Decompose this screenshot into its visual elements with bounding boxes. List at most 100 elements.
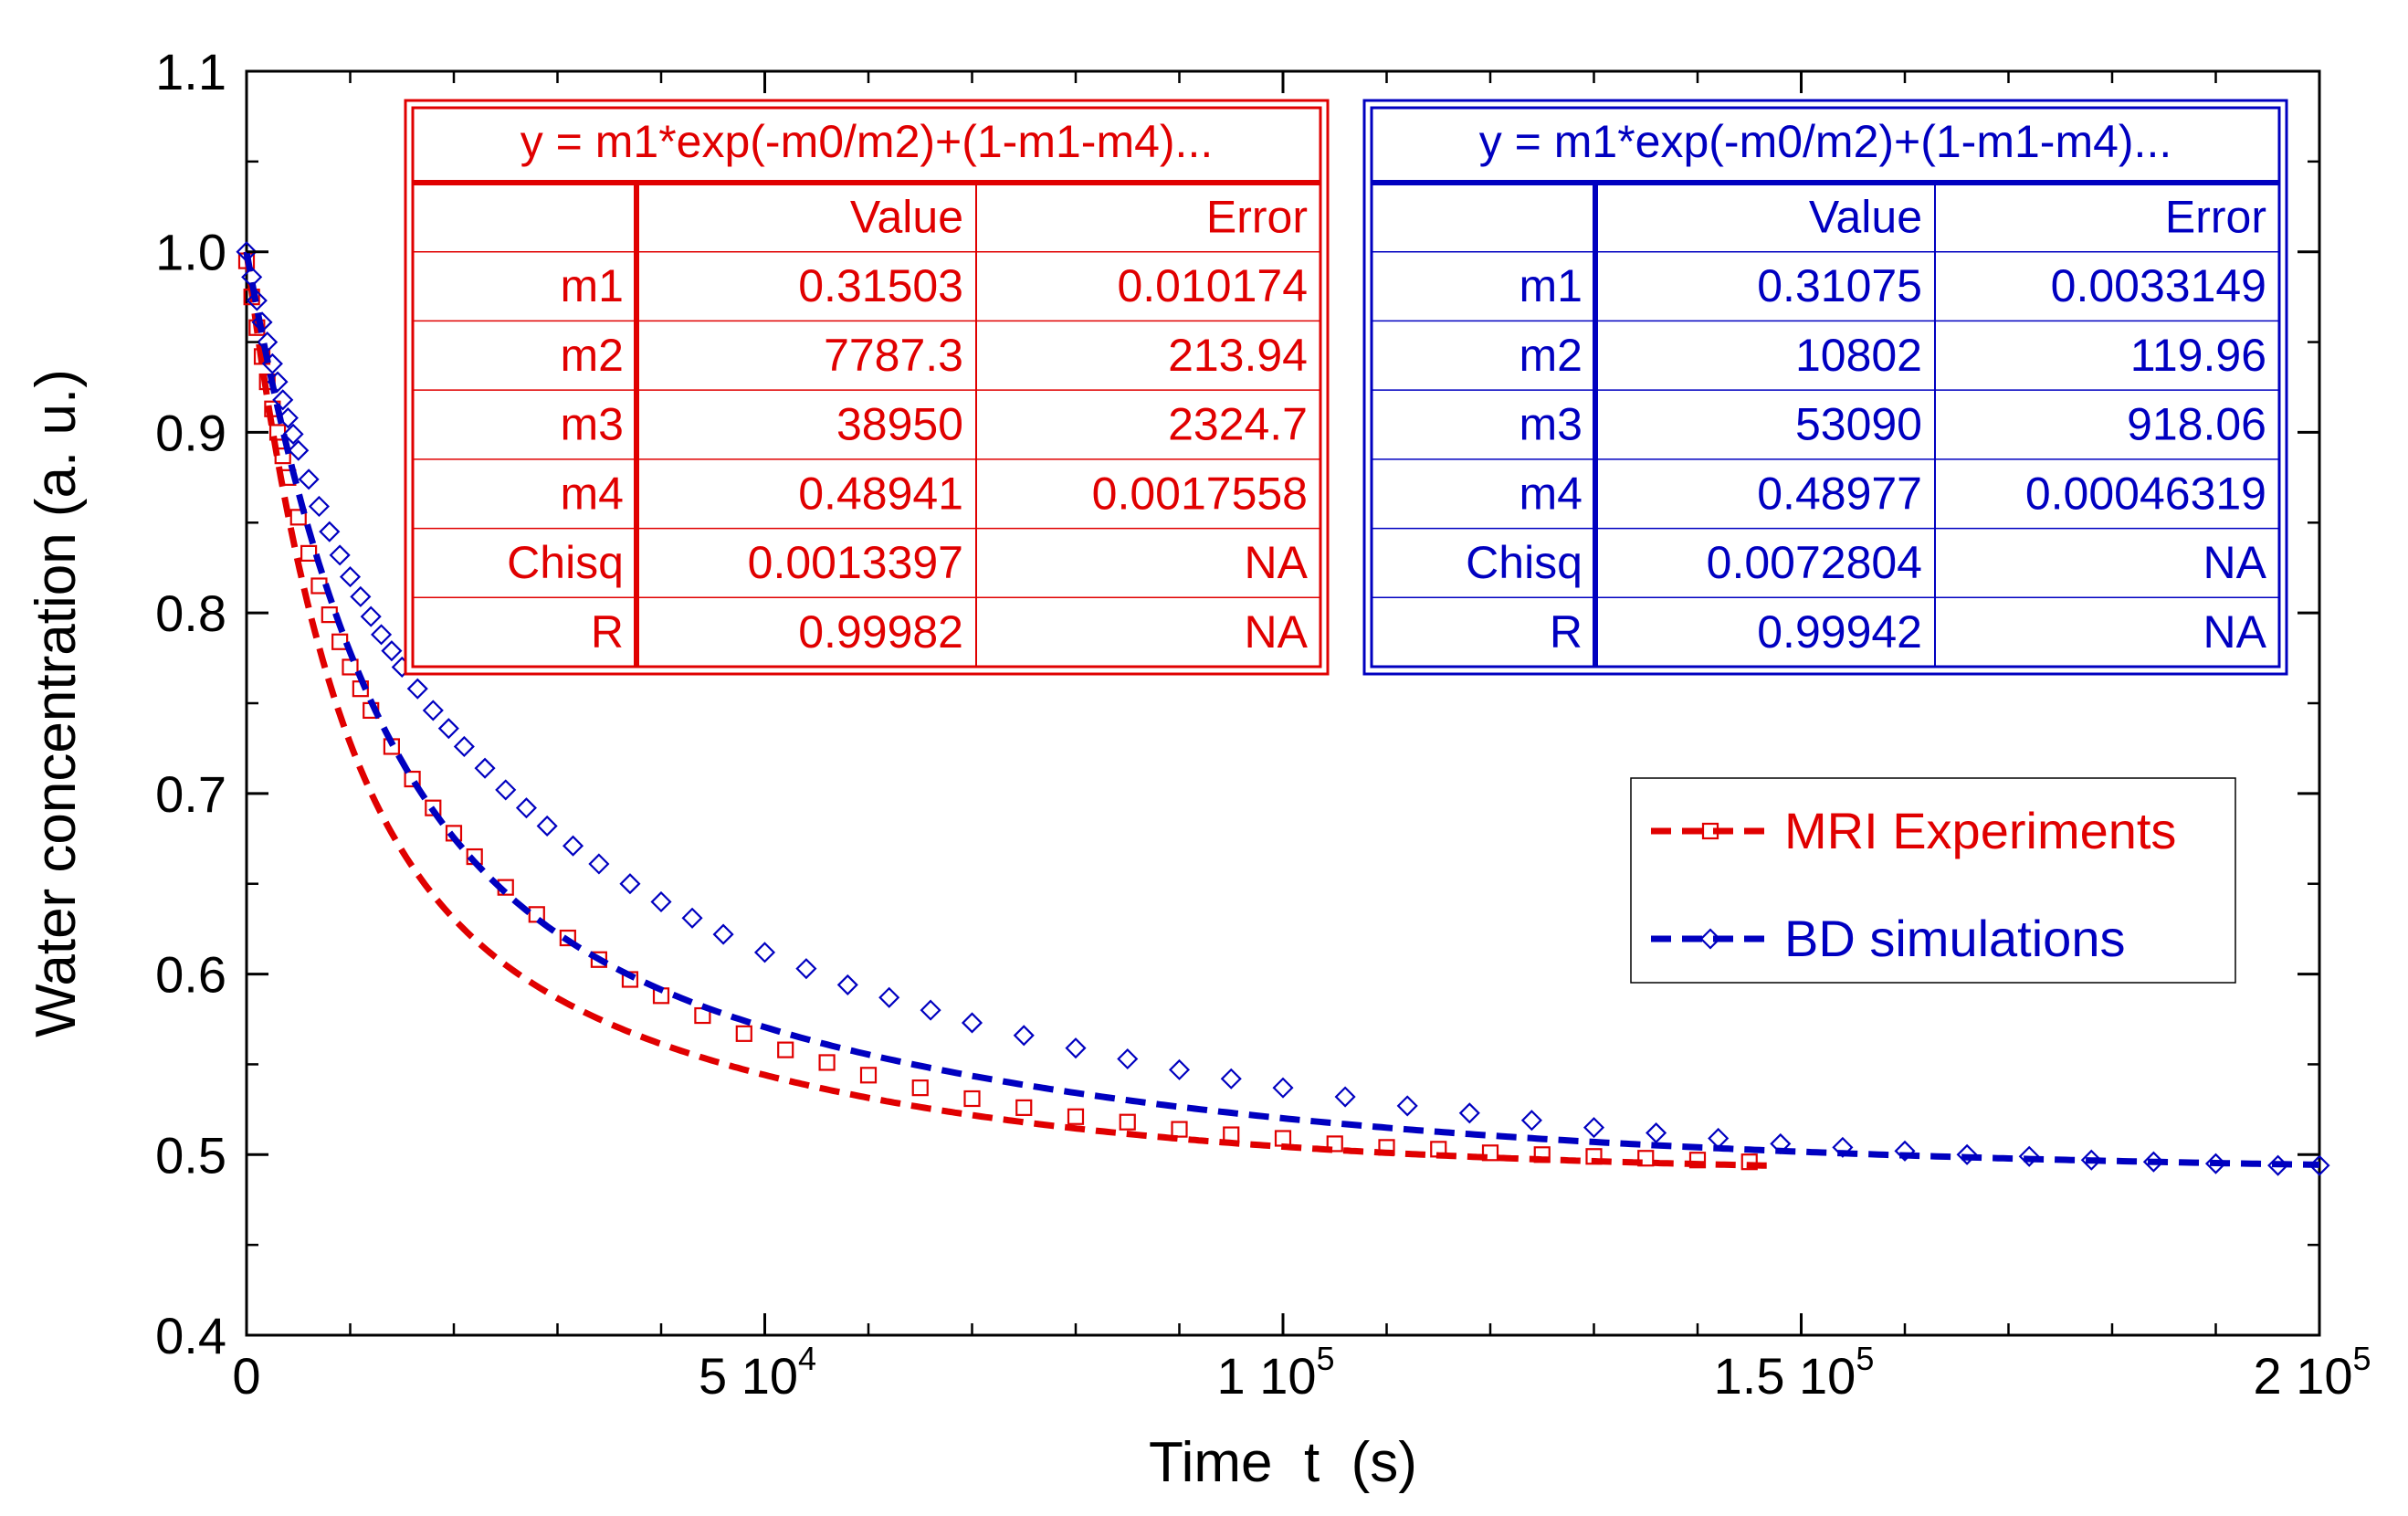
- table-outer-border: [1362, 99, 2288, 676]
- fit-tables: y = m1*exp(-m0/m2)+(1-m1-m4)... Value Erro…: [404, 99, 2288, 676]
- diamond-marker: [878, 986, 900, 1008]
- y-tick-label: 0.5: [155, 1126, 226, 1184]
- diamond-marker: [753, 942, 776, 963]
- diamond-marker: [920, 999, 941, 1021]
- table-cell: NA: [2203, 606, 2267, 658]
- table-inner-border: [1370, 106, 2281, 669]
- diamond-marker: [650, 890, 672, 913]
- diamond-marker: [298, 468, 320, 490]
- table-cell: NA: [1245, 537, 1309, 588]
- x-tick-exponent: 4: [798, 1340, 816, 1377]
- diamond-marker: [1013, 1025, 1035, 1047]
- y-tick-label: 1.0: [155, 224, 226, 281]
- square-marker: [1533, 1146, 1551, 1163]
- diamond-marker: [836, 974, 858, 995]
- diamond-marker: [453, 735, 475, 758]
- x-tick-exponent: 5: [1856, 1340, 1874, 1377]
- diamond-marker: [1894, 1140, 1916, 1162]
- square-marker: [1274, 1130, 1292, 1147]
- square-marker: [1119, 1113, 1136, 1131]
- square-marker: [1067, 1108, 1085, 1125]
- diamond-marker: [562, 835, 584, 857]
- square-marker: [1481, 1144, 1499, 1162]
- table-outer-border: [404, 99, 1330, 676]
- square-marker: [1740, 1153, 1758, 1171]
- table-cell: 119.96: [2130, 330, 2266, 381]
- table-cell: 38950: [836, 399, 963, 450]
- diamond-marker: [370, 624, 393, 646]
- y-tick-label: 0.4: [155, 1307, 226, 1364]
- diamond-marker: [961, 1012, 983, 1034]
- diamond-marker: [1117, 1048, 1139, 1070]
- diamond-marker: [422, 700, 444, 721]
- square-marker: [1171, 1121, 1188, 1138]
- diamond-marker: [257, 332, 279, 353]
- fit-table-1: y = m1*exp(-m0/m2)+(1-m1-m4)... Value Erro…: [1362, 99, 2288, 676]
- diamond-marker: [2308, 1154, 2330, 1176]
- square-marker: [735, 1025, 752, 1042]
- table-cell: 53090: [1795, 399, 1922, 450]
- table-cell: 10802: [1795, 330, 1922, 381]
- diamond-marker: [2080, 1149, 2102, 1171]
- diamond-marker: [681, 907, 703, 929]
- table-cell: Chisq: [1466, 537, 1583, 588]
- diamond-marker: [360, 605, 382, 627]
- square-marker: [859, 1067, 878, 1084]
- diamond-marker: [1583, 1117, 1605, 1139]
- diamond-marker: [2018, 1145, 2040, 1167]
- table-equation: y = m1*exp(-m0/m2)+(1-m1-m4)...: [1479, 116, 2171, 167]
- table-cell: m2: [561, 330, 624, 381]
- table-cell: 0.48941: [798, 468, 963, 519]
- diamond-marker: [282, 423, 304, 445]
- diamond-marker: [588, 853, 610, 875]
- square-marker: [1378, 1139, 1395, 1156]
- table-cell: 0.31075: [1757, 260, 1922, 311]
- square-marker: [1637, 1150, 1655, 1167]
- square-marker: [404, 770, 421, 788]
- table-cell: 0.0033149: [2051, 260, 2266, 311]
- table-cell: 0.010174: [1117, 260, 1308, 311]
- table-inner-border: [411, 106, 1322, 669]
- y-tick-label: 0.9: [155, 404, 226, 461]
- table-cell: 0.0013397: [748, 537, 963, 588]
- fit-line: [243, 251, 1771, 1169]
- series-layer: [236, 241, 2330, 1176]
- square-marker: [911, 1079, 929, 1097]
- square-marker: [818, 1054, 836, 1071]
- diamond-marker: [406, 678, 428, 700]
- diamond-marker: [712, 923, 734, 945]
- diamond-marker: [536, 815, 558, 837]
- table-header-cell: Error: [2165, 192, 2266, 243]
- diamond-marker: [1396, 1095, 1418, 1117]
- square-marker: [331, 633, 349, 650]
- square-marker: [1223, 1126, 1240, 1143]
- table-header-cell: Value: [1809, 192, 1922, 243]
- table-cell: 213.94: [1168, 330, 1308, 381]
- x-axis-label: Time t (s): [1149, 1431, 1417, 1494]
- y-tick-label: 1.1: [155, 43, 226, 100]
- x-tick-label: 5 104: [699, 1340, 816, 1405]
- table-cell: m2: [1519, 330, 1583, 381]
- table-cell: 0.31503: [798, 260, 963, 311]
- diamond-marker: [236, 241, 258, 263]
- diamond-marker: [350, 585, 372, 607]
- diamond-marker: [251, 311, 273, 333]
- table-cell: m1: [561, 260, 624, 311]
- legend-label: BD simulations: [1784, 910, 2125, 967]
- table-cell: 2324.7: [1168, 399, 1308, 450]
- square-marker: [1326, 1135, 1343, 1153]
- table-equation: y = m1*exp(-m0/m2)+(1-m1-m4)...: [521, 116, 1213, 167]
- square-marker: [1585, 1148, 1603, 1165]
- diamond-marker: [288, 439, 310, 461]
- table-cell: 0.0072804: [1707, 537, 1922, 588]
- diamond-marker: [277, 407, 299, 429]
- y-tick-label: 0.7: [155, 765, 226, 823]
- diamond-marker: [329, 544, 351, 566]
- diamond-marker: [437, 718, 459, 740]
- x-tick-mantissa: 0: [232, 1347, 260, 1405]
- x-tick-mantissa: 1 10: [1216, 1347, 1316, 1405]
- diamond-marker: [474, 757, 496, 779]
- legend-entry-0: MRI Experiments: [1651, 802, 2176, 859]
